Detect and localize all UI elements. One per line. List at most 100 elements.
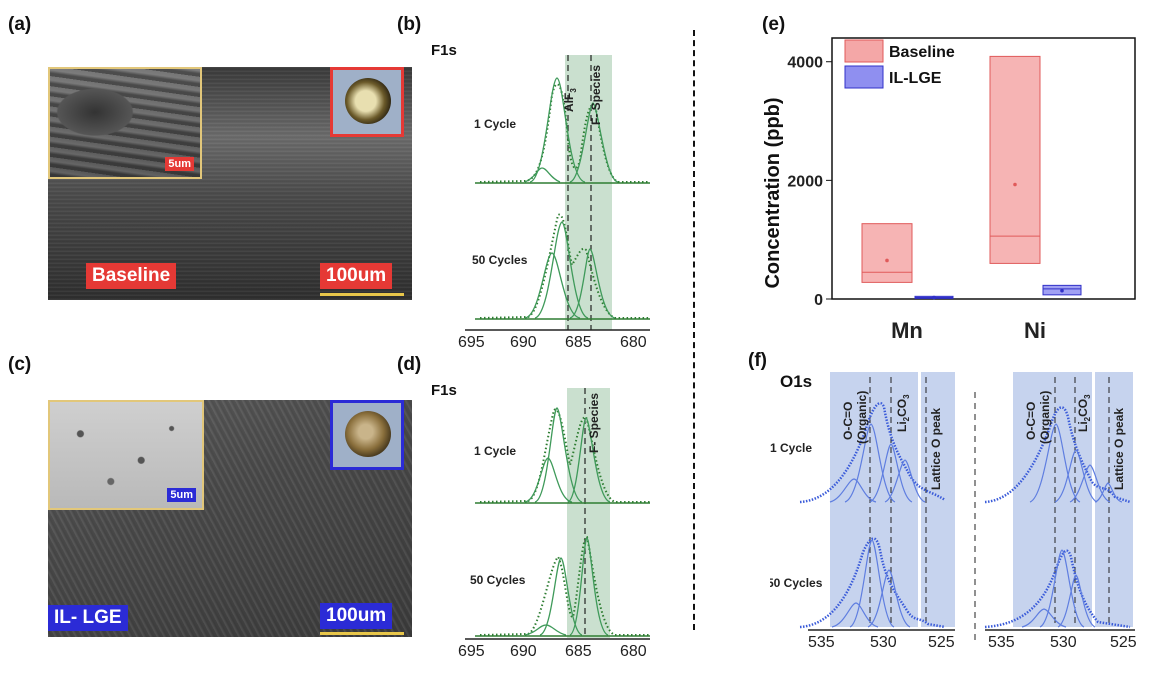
electrode-disk [345, 411, 391, 457]
fit-peak [1054, 449, 1098, 503]
fit-peak [1021, 608, 1067, 628]
panel-b-title: F1s [431, 42, 457, 59]
sem-image-il-lge: 5um IL- LGE 100um [48, 400, 412, 637]
fit-peak [569, 248, 616, 319]
spectrum-50-cycles [479, 213, 650, 319]
band-label-f-species: F- Species [589, 65, 603, 125]
fit-peak [829, 478, 877, 503]
spectrum-50-cycles [479, 535, 650, 636]
fit-peak [831, 602, 879, 628]
scale-bar-label: 100um [320, 603, 393, 629]
sample-tag-il-lge: IL- LGE [48, 605, 128, 631]
electrode-disk [345, 78, 391, 124]
fit-peak [524, 252, 581, 319]
f-species-band [565, 55, 612, 330]
row-label-1-cycle: 1 Cycle [770, 441, 812, 455]
xps-f1s-baseline: 1 Cycle AlF3 F- Species 50 Cycles 695 69… [458, 55, 650, 351]
fit-peak [539, 557, 583, 636]
electrode-photo-baseline [330, 67, 404, 137]
x-tick: 535 [808, 634, 835, 651]
x-tick: 525 [928, 634, 955, 651]
x-category-mn: Mn [891, 318, 923, 343]
y-tick-label: 2000 [787, 173, 823, 190]
concentration-chart: Concentration (ppb) 0 2000 4000 Mn Ni Base… [762, 37, 1136, 343]
band-label-organic: (Organic) [855, 391, 869, 444]
y-ticks: 0 2000 4000 [787, 55, 832, 309]
panel-a-label: (a) [8, 14, 32, 35]
panel-f-label: (f) [748, 350, 767, 371]
inset-scale-label: 5um [167, 488, 196, 502]
x-category-ni: Ni [1024, 318, 1046, 343]
inset-scale-label: 5um [165, 157, 194, 171]
o1s-baseline-50-cycles [799, 537, 946, 629]
row-label-50-cycles: 50 Cycles [770, 576, 823, 590]
fit-peak [1039, 549, 1085, 628]
panel-c-label: (c) [8, 354, 32, 375]
panel-divider [693, 30, 695, 630]
xps-o1s: 1 Cycle 50 Cycles O-C=O (Organic) Li2CO3… [770, 372, 1137, 651]
legend: Baseline IL-LGE [844, 39, 955, 89]
panel-d-title: F1s [431, 382, 457, 399]
row-label-1-cycle: 1 Cycle [474, 444, 516, 458]
mean-point [1013, 182, 1017, 187]
fit-peak [1029, 423, 1081, 503]
x-tick: 530 [870, 634, 897, 651]
panel-f-title: O1s [780, 372, 813, 391]
box-marks [861, 55, 1082, 300]
sem-inset-baseline: 5um [48, 67, 202, 179]
mean-point [932, 295, 936, 300]
row-label-1-cycle: 1 Cycle [474, 117, 516, 131]
x-tick: 680 [620, 334, 647, 351]
fit-peak [524, 167, 561, 183]
spectrum-1-cycle [479, 408, 650, 503]
fit-peak [529, 77, 586, 183]
o1s-il-lge-50-cycles [984, 549, 1131, 629]
legend-swatch-il-lge [844, 65, 884, 89]
fit-peak [569, 102, 619, 183]
legend-swatch-baseline [844, 39, 884, 63]
fit-peak [869, 443, 913, 503]
plot-frame [831, 37, 1136, 300]
sem-image-baseline: 5um Baseline 100um [48, 67, 412, 300]
band-label-li2co3: Li2CO3 [895, 394, 911, 432]
y-axis-label: Concentration (ppb) [762, 97, 784, 288]
gap [918, 372, 921, 627]
fit-peak [534, 407, 583, 503]
band-label-organic: (Organic) [1038, 391, 1052, 444]
x-tick: 695 [458, 334, 485, 351]
sample-tag-baseline: Baseline [86, 263, 177, 289]
x-tick: 690 [510, 643, 537, 660]
fit-peak [844, 423, 896, 503]
panel-d-label: (d) [397, 354, 422, 375]
fit-peak [567, 417, 611, 503]
band-label-li2co3: Li2CO3 [1076, 394, 1092, 432]
mean-point [1060, 288, 1064, 293]
fit-peak [884, 459, 926, 503]
band-label-lattice-o: Lattice O peak [1112, 408, 1126, 490]
fit-peak [1094, 482, 1123, 503]
x-tick: 695 [458, 643, 485, 660]
fit-peak [569, 537, 609, 636]
fit-peak [524, 457, 573, 503]
band-label-alf3: AlF3 [562, 88, 578, 112]
x-tick: 685 [565, 334, 592, 351]
legend-label-il-lge: IL-LGE [889, 70, 942, 87]
band-label-lattice-o: Lattice O peak [929, 408, 943, 490]
x-tick: 685 [565, 643, 592, 660]
scale-bar [320, 293, 404, 296]
band-label-o-c-o: O-C=O [1024, 402, 1038, 440]
row-label-50-cycles: 50 Cycles [470, 573, 526, 587]
box-baseline-ni [989, 55, 1041, 264]
x-tick: 680 [620, 643, 647, 660]
x-tick: 535 [988, 634, 1015, 651]
band-label-f-species: F- Species [587, 393, 601, 453]
panel-b-label: (b) [397, 14, 422, 35]
spectrum-1-cycle [479, 83, 650, 183]
sem-inset-il-lge: 5um [48, 400, 204, 510]
fit-peak [524, 624, 567, 636]
x-tick: 525 [1110, 634, 1137, 651]
xps-f1s-il-lge: 1 Cycle F- Species 50 Cycles 695 690 685… [458, 388, 650, 660]
electrode-photo-il-lge [330, 400, 404, 470]
x-tick: 530 [1050, 634, 1077, 651]
fit-peak [849, 539, 895, 628]
